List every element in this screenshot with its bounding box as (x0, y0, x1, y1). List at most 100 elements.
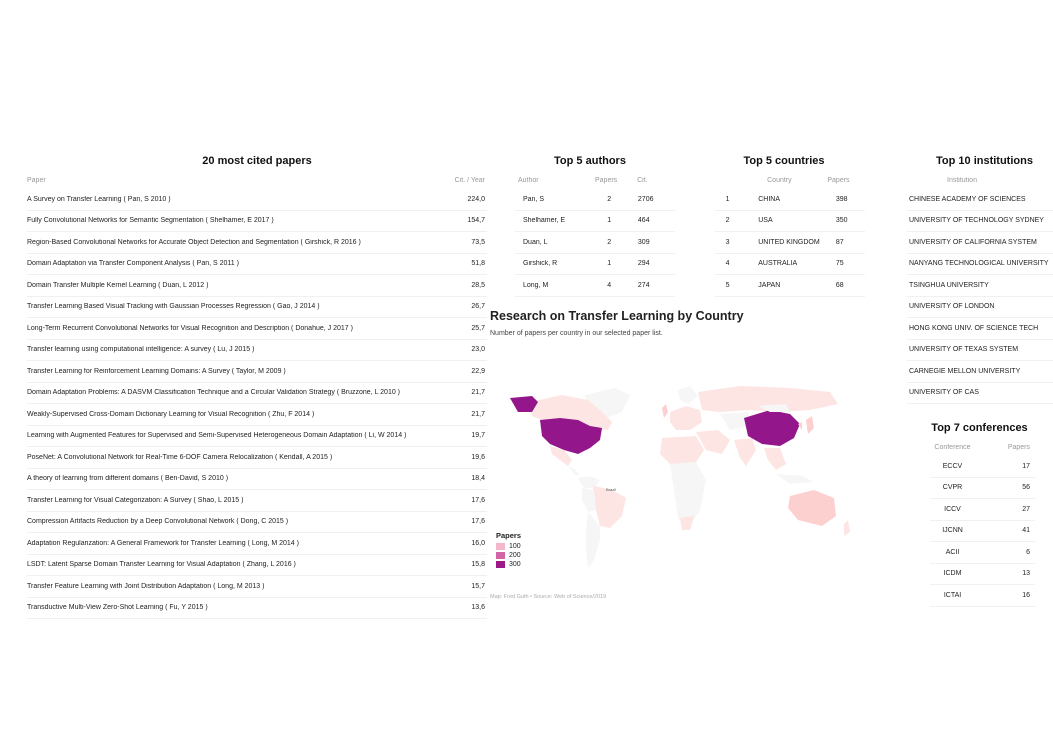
country-peru-bolivia (582, 488, 596, 512)
country-papers: 75 (835, 260, 844, 268)
table-row: 2 USA 350 (715, 211, 865, 232)
country-south-africa (680, 516, 694, 530)
top-authors-header: Author Papers Cit. (515, 177, 675, 189)
col-paper-header: Paper (27, 177, 46, 184)
country-rank: 5 (725, 281, 730, 289)
country-colombia-venezuela (578, 476, 600, 488)
table-row: ECCV 17 (930, 456, 1035, 478)
cited-papers-table: 20 most cited papers Paper Cit. / Year A… (27, 155, 487, 619)
table-row: UNIVERSITY OF TECHNOLOGY SYDNEY (907, 211, 1053, 232)
country-sub-saharan-africa (670, 462, 706, 528)
table-row: Long, M 4 274 (515, 275, 675, 297)
country-southeast-asia (764, 448, 786, 470)
conference-name: CVPR (942, 484, 963, 492)
table-row: Transductive Multi-View Zero-Shot Learni… (27, 598, 487, 619)
paper-citations: 17,6 (471, 518, 485, 526)
institution-name: UNIVERSITY OF TEXAS SYSTEM (909, 346, 1019, 354)
cited-papers-title: 20 most cited papers (202, 155, 312, 167)
paper-title: Domain Adaptation via Transfer Component… (27, 260, 239, 268)
map-source-note: Map: Fred Guth • Source: Web of Science/… (490, 594, 607, 600)
table-row: 5 JAPAN 68 (715, 275, 865, 297)
country-mongolia (758, 404, 790, 412)
country-rank: 3 (725, 238, 730, 246)
paper-title: Weakly-Supervised Cross-Domain Dictionar… (27, 410, 315, 418)
paper-citations: 23,0 (471, 346, 485, 354)
legend-swatch (496, 561, 505, 568)
conference-name: IJCNN (942, 527, 963, 535)
country-name: CHINA (758, 195, 781, 203)
paper-title: A Survey on Transfer Learning ( Pan, S 2… (27, 195, 171, 203)
table-row: 3 UNITED KINGDOM 87 (715, 232, 865, 254)
legend-swatch (496, 552, 505, 559)
paper-citations: 18,4 (471, 475, 485, 483)
table-row: Transfer Feature Learning with Joint Dis… (27, 576, 487, 598)
country-india (734, 438, 756, 466)
col-country-header: Country (767, 177, 792, 184)
country-papers: 398 (835, 195, 848, 203)
country-alaska (510, 396, 538, 412)
country-middle-east (696, 430, 730, 454)
paper-citations: 51,8 (471, 260, 485, 268)
legend-item: 300 (496, 560, 521, 569)
paper-citations: 25,7 (471, 324, 485, 332)
paper-title: Transfer Learning for Visual Categorizat… (27, 496, 244, 504)
top-authors-title: Top 5 authors (554, 155, 626, 167)
institution-name: UNIVERSITY OF CALIFORNIA SYSTEM (909, 238, 1037, 246)
table-row: UNIVERSITY OF CALIFORNIA SYSTEM (907, 232, 1053, 254)
paper-citations: 21,7 (471, 389, 485, 397)
country-name: UNITED KINGDOM (758, 238, 820, 246)
paper-title: Transfer Learning for Reinforcement Lear… (27, 367, 286, 375)
map-label-brazil: Brazil (606, 487, 616, 492)
country-central-asia (720, 412, 752, 430)
paper-title: LSDT: Latent Sparse Domain Transfer Lear… (27, 561, 296, 569)
country-papers: 87 (835, 238, 844, 246)
legend-label: 200 (509, 552, 521, 559)
institution-name: CHINESE ACADEMY OF SCIENCES (909, 195, 1026, 203)
paper-title: Region-Based Convolutional Networks for … (27, 238, 361, 246)
table-row: Transfer Learning for Reinforcement Lear… (27, 361, 487, 383)
table-row: UNIVERSITY OF LONDON (907, 297, 1053, 318)
top-institutions-table: Top 10 institutions Institution CHINESE … (907, 155, 1053, 404)
table-row: Shelhamer, E 1 464 (515, 211, 675, 232)
paper-citations: 19,6 (471, 453, 485, 461)
paper-citations: 13,6 (471, 604, 485, 612)
country-rank: 4 (725, 260, 730, 268)
cited-papers-header: Paper Cit. / Year (27, 177, 487, 189)
paper-title: Compression Artifacts Reduction by a Dee… (27, 518, 289, 526)
institution-name: HONG KONG UNIV. OF SCIENCE TECH (909, 324, 1039, 332)
country-rank: 2 (725, 217, 730, 225)
table-row: A theory of learning from different doma… (27, 469, 487, 490)
author-papers: 2 (607, 238, 612, 246)
paper-title: Adaptation Regularization: A General Fra… (27, 539, 299, 547)
map-legend: Papers 100 200 300 (496, 531, 521, 569)
table-row: Pan, S 2 2706 (515, 189, 675, 211)
country-papers: 68 (835, 281, 844, 289)
paper-citations: 28,5 (471, 281, 485, 289)
country-rank: 1 (725, 195, 730, 203)
col-author-cit-header: Cit. (637, 177, 648, 184)
table-row: Domain Adaptation via Transfer Component… (27, 254, 487, 275)
table-row: ICCV 27 (930, 499, 1035, 521)
table-row: HONG KONG UNIV. OF SCIENCE TECH (907, 318, 1053, 340)
country-usa (540, 418, 602, 454)
author-name: Girshick, R (523, 260, 558, 268)
institution-name: NANYANG TECHNOLOGICAL UNIVERSITY (909, 260, 1049, 268)
paper-citations: 26,7 (471, 303, 485, 311)
col-institution-header: Institution (947, 177, 977, 184)
country-mexico (550, 446, 572, 466)
top-conferences-table: Top 7 conferences Conference Papers ECCV… (930, 422, 1035, 607)
table-row: A Survey on Transfer Learning ( Pan, S 2… (27, 189, 487, 211)
legend-item: 200 (496, 551, 521, 560)
country-canada (530, 395, 612, 430)
paper-title: Transfer Feature Learning with Joint Dis… (27, 582, 265, 590)
table-row: LSDT: Latent Sparse Domain Transfer Lear… (27, 555, 487, 576)
legend-title: Papers (496, 531, 522, 540)
country-australia (788, 490, 836, 526)
author-papers: 1 (607, 260, 612, 268)
table-row: IJCNN 41 (930, 521, 1035, 542)
paper-citations: 154,7 (467, 217, 485, 225)
conference-papers: 16 (1022, 591, 1030, 599)
conference-papers: 27 (1022, 505, 1030, 513)
col-author-papers-header: Papers (594, 177, 618, 184)
paper-citations: 17,6 (471, 496, 485, 504)
